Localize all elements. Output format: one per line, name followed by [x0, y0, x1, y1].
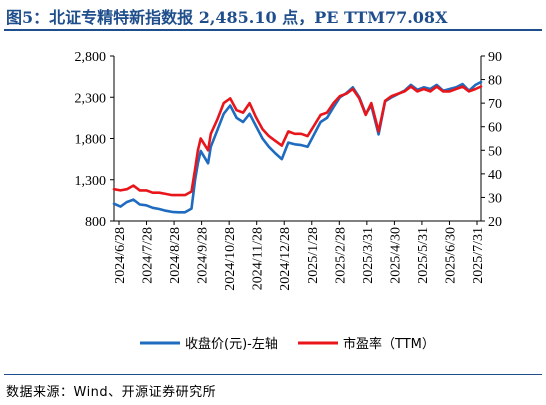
legend-close-price-label: 收盘价(元)-左轴 [185, 336, 278, 352]
series-lines [112, 80, 483, 214]
x-tick-label: 2024/12/28 [278, 227, 293, 291]
chart-title: 图5：北证专精特新指数报 2,485.10 点，PE TTM77.08X [6, 8, 448, 27]
x-tick-label: 2024/8/28 [168, 227, 183, 284]
pe-ttm-line [112, 85, 483, 197]
right-tick-label: 80 [488, 74, 502, 89]
source-divider [4, 374, 542, 375]
left-axis-ticks: 800 1,300 1,800 2,300 2,800 [75, 50, 114, 230]
x-tick-label: 2025/4/30 [388, 227, 403, 284]
right-tick-label: 20 [488, 215, 502, 230]
left-tick-label: 2,300 [75, 91, 107, 106]
x-tick-label: 2024/10/28 [223, 227, 238, 291]
x-tick-label: 2025/3/31 [361, 227, 376, 284]
x-axis-ticks: 2024/6/28 2024/7/28 2024/8/28 2024/9/28 2024… [113, 221, 486, 291]
left-tick-label: 800 [85, 215, 106, 230]
right-tick-label: 60 [488, 121, 502, 136]
x-tick-label: 2024/9/28 [196, 227, 211, 284]
x-tick-label: 2024/11/28 [251, 227, 266, 290]
line-chart: 800 1,300 1,800 2,300 2,800 20 30 40 50 60 70 80 90… [75, 50, 503, 352]
x-tick-label: 2025/7/31 [471, 227, 486, 284]
source-note: 数据来源：Wind、开源证券研究所 [6, 385, 217, 400]
title-underline [4, 29, 542, 31]
right-tick-label: 90 [488, 50, 502, 65]
right-tick-label: 40 [488, 168, 502, 183]
close-price-line [112, 80, 483, 214]
x-tick-label: 2025/2/28 [333, 227, 348, 284]
right-tick-label: 70 [488, 97, 502, 112]
chart-legend: 收盘价(元)-左轴 市盈率（TTM） [140, 336, 435, 352]
x-tick-label: 2025/5/31 [416, 227, 431, 284]
x-tick-label: 2024/7/28 [141, 227, 156, 284]
right-axis-ticks: 20 30 40 50 60 70 80 90 [481, 50, 502, 230]
x-tick-label: 2024/6/28 [113, 227, 128, 284]
x-tick-label: 2025/6/30 [443, 227, 458, 284]
left-tick-label: 1,300 [75, 174, 107, 189]
legend-pe-ttm-label: 市盈率（TTM） [343, 336, 435, 352]
left-tick-label: 2,800 [75, 50, 107, 65]
right-tick-label: 50 [488, 144, 502, 159]
chart-axes [113, 56, 482, 222]
left-tick-label: 1,800 [75, 133, 107, 148]
right-tick-label: 30 [488, 191, 502, 206]
x-tick-label: 2025/1/28 [306, 227, 321, 284]
